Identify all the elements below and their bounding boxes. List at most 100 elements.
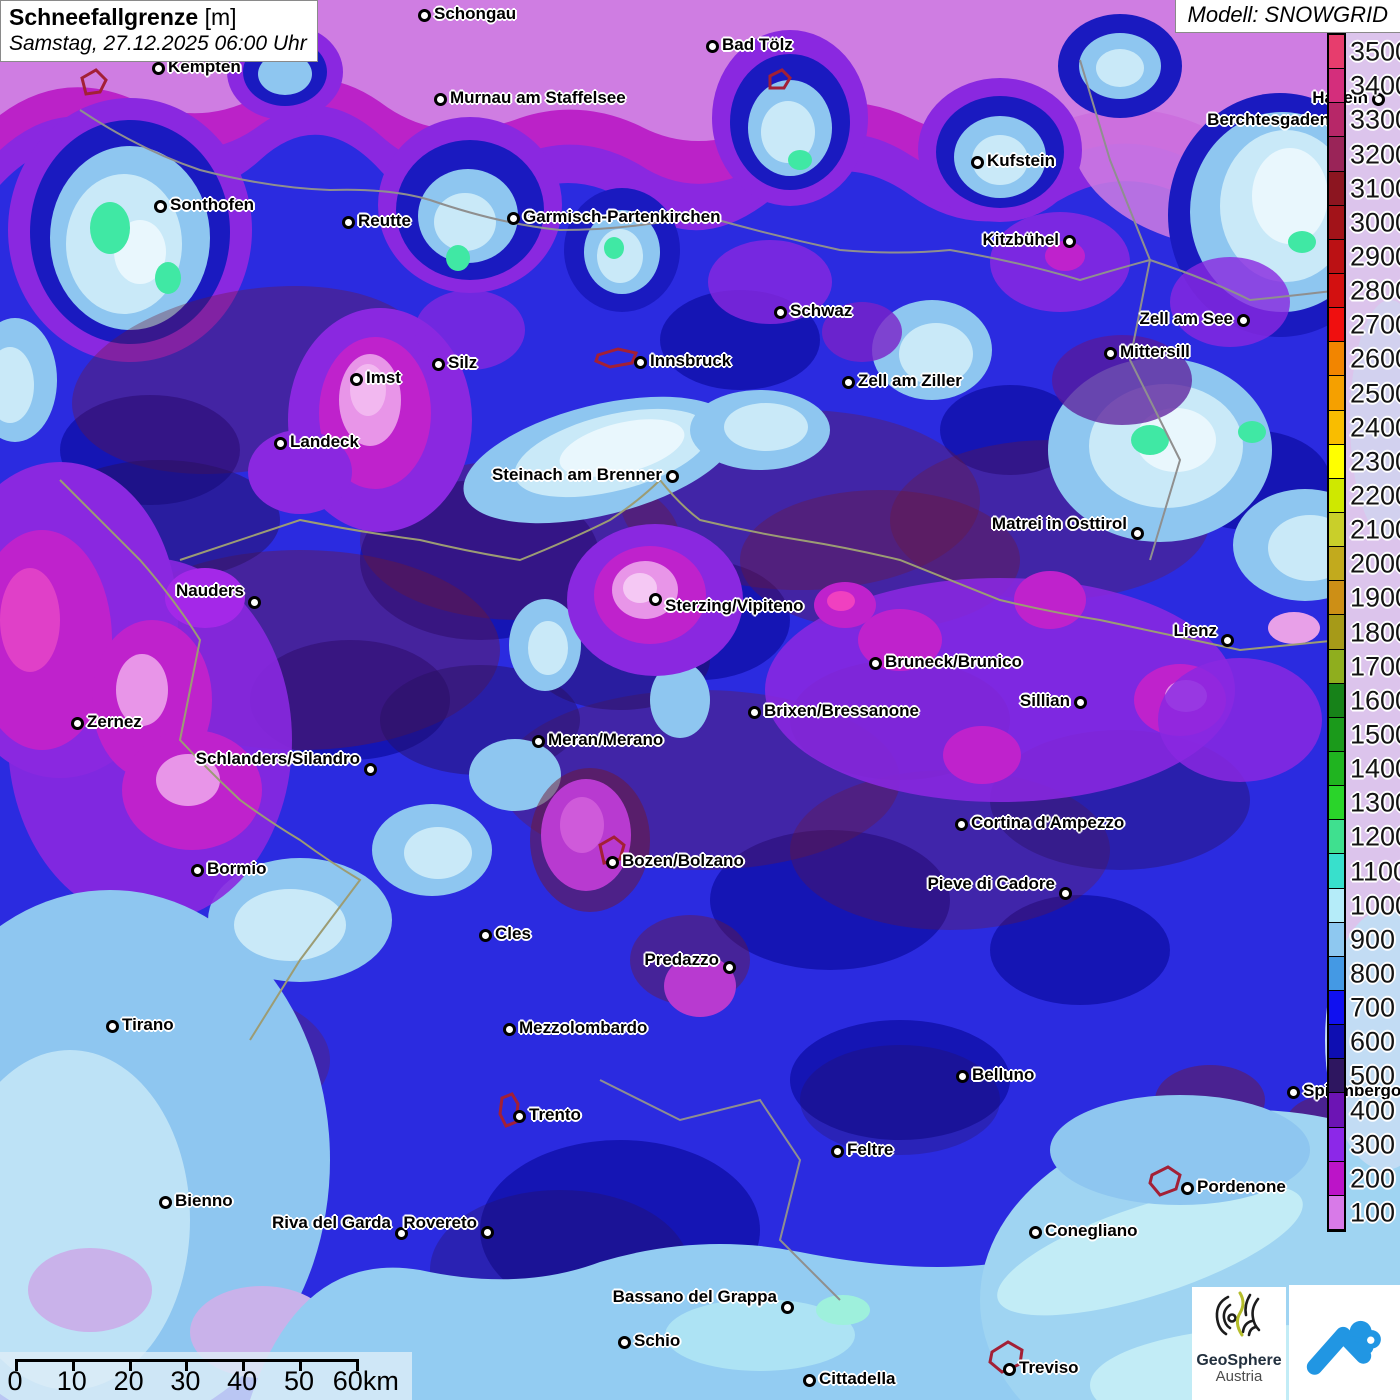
city-marker — [723, 961, 736, 974]
city-marker — [666, 470, 679, 483]
colorbar-tick-label: 3500 — [1350, 36, 1400, 67]
colorbar-segment — [1329, 1059, 1344, 1094]
colorbar-segment — [1329, 376, 1344, 411]
city-label: Bassano del Grappa — [612, 1287, 777, 1306]
scalebar-label: 20 — [113, 1366, 144, 1396]
city-label: Berchtesgaden — [1207, 110, 1330, 129]
city-marker — [364, 763, 377, 776]
city-label: Mezzolombardo — [519, 1018, 648, 1037]
colorbar-tick-label: 600 — [1350, 1026, 1396, 1057]
city-label: Brixen/Bressanone — [764, 701, 919, 720]
city-marker — [274, 437, 287, 450]
city-label: Garmisch-Partenkirchen — [523, 207, 721, 226]
city-marker — [481, 1226, 494, 1239]
city-marker — [418, 9, 431, 22]
colorbar-tick-label: 300 — [1350, 1129, 1396, 1160]
city-marker — [634, 356, 647, 369]
colorbar-tick-label: 2600 — [1350, 343, 1400, 374]
city-marker — [955, 818, 968, 831]
city-label: Treviso — [1019, 1358, 1079, 1377]
geosphere-logo-text: GeoSphere — [1196, 1352, 1282, 1369]
title-box: Schneefallgrenze [m] Samstag, 27.12.2025… — [0, 0, 318, 62]
city-label: Trento — [529, 1105, 581, 1124]
city-marker — [781, 1301, 794, 1314]
colorbar-segment — [1329, 752, 1344, 787]
city-marker — [532, 735, 545, 748]
city-label: Bad Tölz — [722, 35, 793, 54]
colorbar-tick-label: 900 — [1350, 924, 1396, 955]
colorbar-segment — [1329, 478, 1344, 513]
colorbar-tick-label: 1500 — [1350, 719, 1400, 750]
colorbar-tick-label: 200 — [1350, 1163, 1396, 1194]
city-label: Sterzing/Vipiteno — [665, 596, 804, 615]
title-datetime: Samstag, 27.12.2025 06:00 Uhr — [9, 32, 307, 55]
city-label: Schlanders/Silandro — [195, 749, 360, 768]
city-label: Schongau — [434, 4, 517, 23]
colorbar-segment — [1329, 717, 1344, 752]
city-label: Belluno — [972, 1065, 1035, 1084]
city-label: Schwaz — [790, 301, 853, 320]
colorbar-segment — [1329, 103, 1344, 138]
colorbar-segment — [1329, 137, 1344, 172]
colorbar-segment — [1329, 513, 1344, 548]
colorbar-tick-label: 2700 — [1350, 309, 1400, 340]
colorbar-tick-label: 2400 — [1350, 412, 1400, 443]
colorbar-segment — [1329, 1127, 1344, 1162]
city-label: Nauders — [175, 581, 244, 600]
colorbar-segment — [1329, 444, 1344, 479]
city-label: Reutte — [358, 211, 411, 230]
scalebar: 0 10 20 30 40 50 60km — [0, 1352, 412, 1400]
city-marker — [1287, 1086, 1300, 1099]
colorbar-tick-label: 1600 — [1350, 685, 1400, 716]
model-box: Modell: SNOWGRID — [1174, 0, 1400, 33]
city-label: Cittadella — [819, 1369, 896, 1388]
city-marker — [1074, 696, 1087, 709]
city-marker — [342, 216, 355, 229]
city-label: Predazzo — [644, 950, 719, 969]
colorbar-tick-label: 2900 — [1350, 241, 1400, 272]
city-boundary-outlines — [80, 68, 1182, 1374]
city-marker — [432, 358, 445, 371]
colorbar-tick-label: 3100 — [1350, 173, 1400, 204]
scalebar-tick — [71, 1359, 75, 1371]
city-label: Rovereto — [403, 1213, 477, 1232]
snow-model-logo-box — [1289, 1285, 1400, 1400]
city-marker — [842, 376, 855, 389]
city-marker — [1059, 887, 1072, 900]
scalebar-label: 10 — [56, 1366, 87, 1396]
colorbar-segment — [1329, 854, 1344, 889]
scalebar-tick — [15, 1359, 18, 1371]
colorbar-tick-label: 500 — [1350, 1060, 1396, 1091]
colorbar-tick-label: 400 — [1350, 1095, 1396, 1125]
colorbar-segment — [1329, 820, 1344, 855]
colorbar-tick-label: 3400 — [1350, 70, 1400, 101]
city-marker — [869, 657, 882, 670]
city-marker — [395, 1227, 408, 1240]
colorbar-tick-label: 1200 — [1350, 821, 1400, 852]
scalebar-tick — [185, 1359, 189, 1371]
city-label: Bienno — [175, 1191, 233, 1210]
city-label: Meran/Merano — [548, 730, 664, 749]
city-marker — [971, 156, 984, 169]
colorbar-segment — [1329, 69, 1344, 104]
city-marker — [774, 306, 787, 319]
colorbar-segment — [1329, 649, 1344, 684]
colorbar-segment — [1329, 615, 1344, 650]
colorbar-segment — [1329, 410, 1344, 445]
city-marker — [106, 1020, 119, 1033]
colorbar-tick-label: 1800 — [1350, 617, 1400, 647]
city-label: Riva del Garda — [271, 1213, 391, 1232]
colorbar-segment — [1329, 1093, 1344, 1128]
colorbar-tick-label: 1300 — [1350, 787, 1400, 818]
colorbar-segment — [1329, 35, 1344, 70]
scalebar-tick — [355, 1359, 359, 1371]
city-label: Mittersill — [1120, 342, 1190, 361]
scalebar-label: 30 — [170, 1366, 201, 1396]
colorbar-segment — [1329, 342, 1344, 377]
colorbar-tick-label: 2000 — [1350, 548, 1400, 579]
city-marker — [1131, 527, 1144, 540]
city-marker — [956, 1070, 969, 1083]
geosphere-logo-box: GeoSphere Austria — [1192, 1287, 1286, 1400]
